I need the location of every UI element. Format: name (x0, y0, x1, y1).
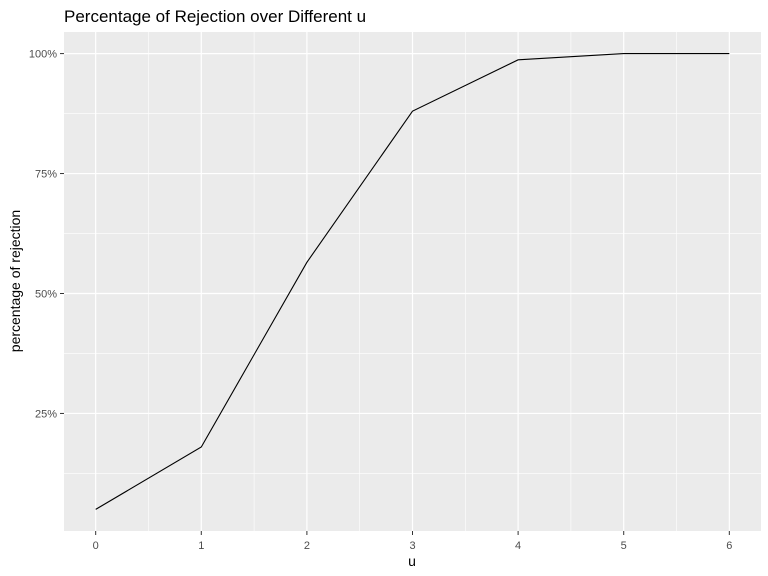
series-layer (95, 53, 730, 510)
x-axis: 0 1 2 3 4 5 6 (93, 531, 732, 552)
chart-title: Percentage of Rejection over Different u (64, 7, 366, 26)
grid-major (64, 32, 761, 531)
x-tick-label: 2 (304, 540, 310, 552)
y-tick-label: 100% (29, 49, 57, 61)
y-tick-label: 50% (35, 288, 57, 300)
x-axis-title: u (408, 553, 416, 569)
x-tick-label: 1 (198, 540, 204, 552)
x-tick-label: 5 (621, 540, 627, 552)
x-tick-label: 4 (515, 540, 521, 552)
y-axis: 25% 50% 75% 100% (29, 49, 64, 420)
y-tick-label: 75% (35, 169, 57, 181)
series-line (95, 53, 730, 510)
x-tick-label: 0 (93, 540, 99, 552)
y-tick-label: 25% (35, 408, 57, 420)
y-axis-title: percentage of rejection (7, 210, 23, 352)
x-tick-label: 6 (726, 540, 732, 552)
x-tick-label: 3 (409, 540, 415, 552)
